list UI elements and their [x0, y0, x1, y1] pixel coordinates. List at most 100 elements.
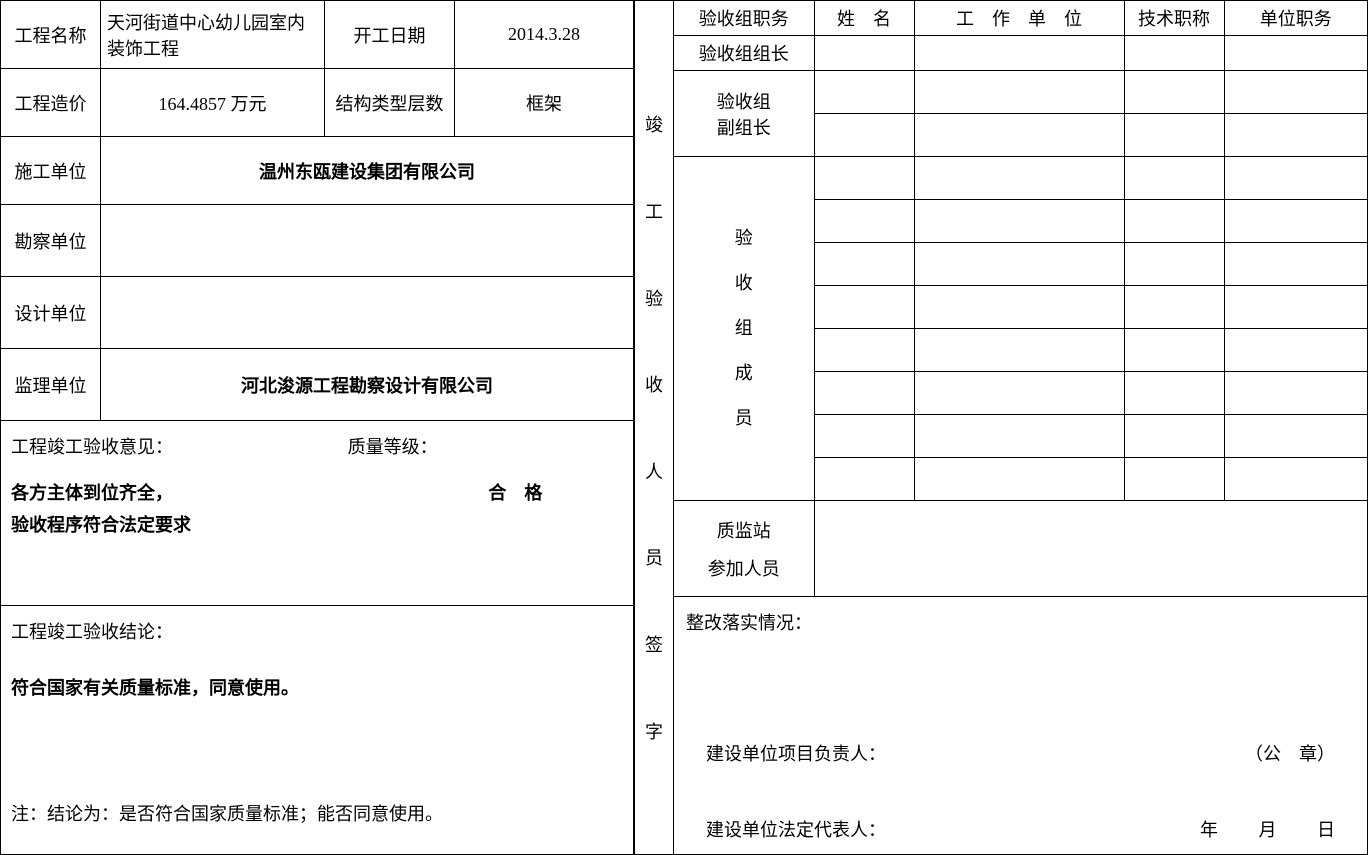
mc3: 组	[682, 306, 806, 351]
vc2: 工	[645, 198, 663, 224]
header-work-unit: 工 作 单 位	[914, 1, 1124, 36]
mc2: 收	[682, 261, 806, 306]
conclusion-section: 工程竣工验收结论： 符合国家有关质量标准，同意使用。 注：结论为：是否符合国家质…	[0, 606, 634, 855]
row-quality-station: 质监站 参加人员	[674, 501, 814, 597]
vc3: 验	[645, 285, 663, 311]
opinion-line2: 验收程序符合法定要求	[11, 511, 488, 537]
left-panel: 工程名称 天河街道中心幼儿园室内装饰工程 开工日期 2014.3.28 工程造价…	[0, 0, 634, 855]
label-structure-type: 结构类型层数	[325, 69, 455, 137]
cell	[914, 329, 1124, 372]
cell	[914, 458, 1124, 501]
vc8: 字	[645, 718, 663, 744]
cell	[914, 36, 1124, 71]
header-name: 姓 名	[814, 1, 914, 36]
cell	[814, 114, 914, 157]
deputy-line2: 副组长	[682, 114, 806, 140]
cell	[1124, 200, 1224, 243]
cell	[1224, 200, 1368, 243]
proj-manager-label: 建设单位项目负责人：	[706, 740, 886, 766]
cell	[814, 329, 914, 372]
cell	[814, 71, 914, 114]
vc4: 收	[645, 371, 663, 397]
cell	[1224, 415, 1368, 458]
label-construction-unit: 施工单位	[1, 137, 101, 205]
cell	[1124, 372, 1224, 415]
bottom-section: 整改落实情况： 建设单位项目负责人： （公 章） 建设单位法定代表人： 年 月 …	[674, 597, 1368, 855]
cell	[1224, 286, 1368, 329]
cell	[914, 372, 1124, 415]
acceptance-group-table: 验收组职务 姓 名 工 作 单 位 技术职称 单位职务 验收组组长 验收组 副组…	[674, 0, 1368, 597]
vc1: 竣	[645, 111, 663, 137]
header-role: 验收组职务	[674, 1, 814, 36]
value-survey-unit	[101, 205, 634, 277]
cell	[1124, 157, 1224, 200]
mc4: 成	[682, 351, 806, 396]
opinion-section: 工程竣工验收意见： 质量等级： 各方主体到位齐全， 验收程序符合法定要求 合 格	[0, 421, 634, 606]
label-start-date: 开工日期	[325, 1, 455, 69]
cell	[814, 243, 914, 286]
value-structure-type: 框架	[455, 69, 634, 137]
quality-line1: 质监站	[682, 517, 806, 543]
date-label: 年 月 日	[1200, 816, 1335, 842]
value-supervision-unit: 河北浚源工程勘察设计有限公司	[101, 349, 634, 421]
row-members: 验 收 组 成 员	[674, 157, 814, 501]
label-project-cost: 工程造价	[1, 69, 101, 137]
mc5: 员	[682, 396, 806, 441]
row-deputy: 验收组 副组长	[674, 71, 814, 157]
cell	[1224, 114, 1368, 157]
cell	[914, 286, 1124, 329]
cell	[1224, 71, 1368, 114]
cell	[1124, 36, 1224, 71]
cell	[914, 114, 1124, 157]
opinion-line1: 各方主体到位齐全，	[11, 479, 488, 505]
header-unit-role: 单位职务	[1224, 1, 1368, 36]
quality-value: 合 格	[488, 479, 542, 537]
label-supervision-unit: 监理单位	[1, 349, 101, 421]
cell	[1124, 71, 1224, 114]
cell	[1124, 243, 1224, 286]
header-tech-title: 技术职称	[1124, 1, 1224, 36]
conclusion-note: 注：结论为：是否符合国家质量标准；能否同意使用。	[11, 800, 623, 826]
cell	[914, 157, 1124, 200]
quality-label: 质量等级：	[348, 433, 438, 459]
cell	[1124, 329, 1224, 372]
cell	[1124, 114, 1224, 157]
vc5: 人	[645, 458, 663, 484]
value-design-unit	[101, 277, 634, 349]
vertical-label-column: 竣 工 验 收 人 员 签 字	[634, 0, 674, 855]
cell	[914, 71, 1124, 114]
quality-line2: 参加人员	[682, 555, 806, 581]
label-design-unit: 设计单位	[1, 277, 101, 349]
cell	[1224, 157, 1368, 200]
label-project-name: 工程名称	[1, 1, 101, 69]
conclusion-text: 符合国家有关质量标准，同意使用。	[11, 674, 623, 700]
opinion-title: 工程竣工验收意见：	[11, 433, 348, 459]
cell	[1224, 372, 1368, 415]
label-survey-unit: 勘察单位	[1, 205, 101, 277]
vc6: 员	[645, 544, 663, 570]
cell	[1124, 415, 1224, 458]
cell	[814, 372, 914, 415]
conclusion-title: 工程竣工验收结论：	[11, 618, 623, 644]
legal-rep-label: 建设单位法定代表人：	[706, 816, 886, 842]
seal-label: （公 章）	[1245, 740, 1335, 766]
value-construction-unit: 温州东瓯建设集团有限公司	[101, 137, 634, 205]
cell	[914, 200, 1124, 243]
row-leader: 验收组组长	[674, 36, 814, 71]
cell	[914, 243, 1124, 286]
value-project-name: 天河街道中心幼儿园室内装饰工程	[101, 1, 325, 69]
value-start-date: 2014.3.28	[455, 1, 634, 69]
vc7: 签	[645, 631, 663, 657]
mc1: 验	[682, 216, 806, 261]
rectification-label: 整改落实情况：	[686, 609, 1355, 740]
cell	[1224, 329, 1368, 372]
deputy-line1: 验收组	[682, 88, 806, 114]
cell	[814, 157, 914, 200]
cell	[1124, 458, 1224, 501]
cell	[1224, 243, 1368, 286]
cell	[814, 501, 1368, 597]
cell	[814, 458, 914, 501]
cell	[1224, 36, 1368, 71]
cell	[914, 415, 1124, 458]
cell	[814, 286, 914, 329]
